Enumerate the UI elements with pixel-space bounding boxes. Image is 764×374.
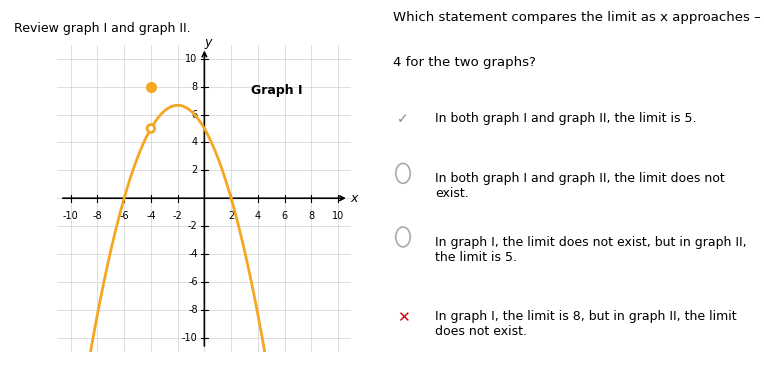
Text: -4: -4 xyxy=(188,249,198,259)
Text: In both graph I and graph II, the limit is 5.: In both graph I and graph II, the limit … xyxy=(435,112,697,125)
Text: 2: 2 xyxy=(228,211,235,221)
Text: 8: 8 xyxy=(192,82,198,92)
Text: Review graph I and graph II.: Review graph I and graph II. xyxy=(14,22,190,36)
Text: -8: -8 xyxy=(92,211,102,221)
Text: 4: 4 xyxy=(254,211,261,221)
Text: x: x xyxy=(351,192,358,205)
Text: 8: 8 xyxy=(308,211,315,221)
Text: 6: 6 xyxy=(281,211,288,221)
Circle shape xyxy=(147,125,154,132)
Text: In graph I, the limit does not exist, but in graph II,
the limit is 5.: In graph I, the limit does not exist, bu… xyxy=(435,236,747,264)
Text: -10: -10 xyxy=(63,211,79,221)
Text: y: y xyxy=(205,36,212,49)
Text: 10: 10 xyxy=(186,54,198,64)
Circle shape xyxy=(396,227,410,247)
Text: 4 for the two graphs?: 4 for the two graphs? xyxy=(393,56,536,69)
Text: In graph I, the limit is 8, but in graph II, the limit
does not exist.: In graph I, the limit is 8, but in graph… xyxy=(435,310,737,338)
Text: -4: -4 xyxy=(146,211,156,221)
Text: -2: -2 xyxy=(173,211,183,221)
Text: ✓: ✓ xyxy=(397,112,409,126)
Text: 2: 2 xyxy=(192,165,198,175)
Text: -2: -2 xyxy=(188,221,198,231)
Text: -6: -6 xyxy=(188,277,198,287)
Text: Which statement compares the limit as x approaches –: Which statement compares the limit as x … xyxy=(393,11,761,24)
Text: -8: -8 xyxy=(188,305,198,315)
Circle shape xyxy=(396,163,410,183)
Text: Graph I: Graph I xyxy=(251,84,303,96)
Text: -6: -6 xyxy=(119,211,129,221)
Text: -10: -10 xyxy=(182,332,198,343)
Text: 6: 6 xyxy=(192,110,198,120)
Text: 4: 4 xyxy=(192,138,198,147)
Text: 10: 10 xyxy=(332,211,345,221)
Text: In both graph I and graph II, the limit does not
exist.: In both graph I and graph II, the limit … xyxy=(435,172,725,200)
Text: ✕: ✕ xyxy=(397,310,410,325)
